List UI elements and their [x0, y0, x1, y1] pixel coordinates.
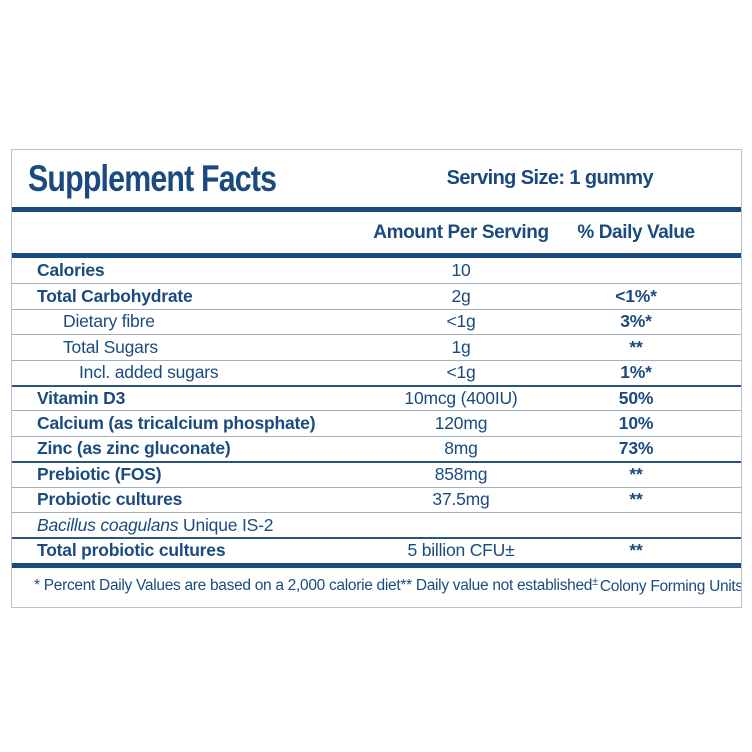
table-row: Zinc (as zinc gluconate) 8mg 73%	[12, 435, 741, 461]
daily-value: **	[629, 540, 643, 561]
nutrient-name: Calories	[37, 260, 105, 281]
daily-value: 1%*	[620, 362, 652, 383]
nutrient-name: Vitamin D3	[37, 388, 126, 409]
amount-per-serving-value: 10mcg (400IU)	[404, 388, 518, 409]
table-row: Probiotic cultures 37.5mg **	[12, 486, 741, 512]
table-row: Vitamin D3 10mcg (400IU) 50%	[12, 384, 741, 410]
daily-value: <1%*	[615, 286, 657, 307]
amount-per-serving-value: 2g	[451, 286, 471, 307]
column-header-row: Amount Per Serving % Daily Value	[12, 212, 741, 253]
nutrient-name: Dietary fibre	[63, 311, 155, 332]
footnote: ± Colony Forming Units	[592, 576, 742, 596]
amount-per-serving-value: 858mg	[434, 464, 488, 485]
daily-value: **	[629, 464, 643, 485]
table-row: Dietary fibre <1g 3%*	[12, 308, 741, 334]
amount-per-serving-value: <1g	[446, 311, 476, 332]
amount-per-serving-value: <1g	[446, 362, 476, 383]
table-row: Total Carbohydrate 2g <1%*	[12, 283, 741, 308]
amount-per-serving-value: 37.5mg	[432, 489, 490, 510]
supplement-facts-panel: Supplement Facts Serving Size: 1 gummy A…	[11, 149, 742, 608]
nutrient-name: Zinc (as zinc gluconate)	[37, 438, 231, 459]
nutrient-name: Bacillus coagulans Unique IS-2	[37, 514, 274, 535]
daily-value: **	[629, 336, 643, 357]
footnote-mark: **	[400, 577, 412, 595]
column-header-daily-value: % Daily Value	[577, 221, 695, 243]
amount-per-serving-value: 10	[451, 260, 471, 281]
nutrition-table: Calories 10 Total Carbohydrate 2g <1%* Dietar…	[12, 258, 741, 563]
nutrient-name: Calcium (as tricalcium phosphate)	[37, 413, 316, 434]
amount-per-serving-value: 8mg	[444, 438, 478, 459]
nutrient-name: Incl. added sugars	[79, 362, 219, 383]
table-row: Total probiotic cultures 5 billion CFU± **	[12, 537, 741, 562]
daily-value: 10%	[618, 413, 654, 434]
nutrient-name: Prebiotic (FOS)	[37, 464, 162, 485]
amount-per-serving-value: 120mg	[434, 413, 488, 434]
daily-value: **	[629, 489, 643, 510]
footnotes: * Percent Daily Values are based on a 2,0…	[12, 568, 741, 607]
panel-title: Supplement Facts	[28, 157, 277, 199]
footnote: * Percent Daily Values are based on a 2,0…	[34, 577, 401, 595]
table-row: Calcium (as tricalcium phosphate) 120mg 10…	[12, 410, 741, 435]
table-row: Total Sugars 1g **	[12, 334, 741, 359]
table-row: Calories 10	[12, 258, 741, 283]
nutrient-name: Probiotic cultures	[37, 489, 183, 510]
nutrient-name: Total Carbohydrate	[37, 286, 193, 307]
divider-bar-header	[12, 253, 741, 258]
serving-size: Serving Size: 1 gummy	[446, 167, 654, 189]
table-row: Bacillus coagulans Unique IS-2	[12, 511, 741, 537]
daily-value: 3%*	[620, 311, 652, 332]
daily-value: 50%	[618, 388, 654, 409]
divider-bar-top	[12, 207, 741, 212]
title-row: Supplement Facts Serving Size: 1 gummy	[12, 150, 741, 207]
footnote-mark: *	[34, 577, 40, 595]
footnote-mark: ±	[592, 576, 598, 589]
table-row: Prebiotic (FOS) 858mg **	[12, 461, 741, 486]
nutrient-name: Total probiotic cultures	[37, 540, 226, 561]
nutrient-name-italic: Bacillus coagulans	[37, 514, 179, 535]
footnote: ** Daily value not established	[400, 577, 593, 595]
nutrient-name: Total Sugars	[63, 336, 158, 357]
divider-bar-bottom	[12, 562, 741, 568]
amount-per-serving-value: 5 billion CFU±	[407, 540, 515, 561]
amount-per-serving-value: 1g	[451, 336, 471, 357]
column-header-amount: Amount Per Serving	[373, 221, 549, 243]
daily-value: 73%	[618, 438, 654, 459]
table-row: Incl. added sugars <1g 1%*	[12, 359, 741, 385]
